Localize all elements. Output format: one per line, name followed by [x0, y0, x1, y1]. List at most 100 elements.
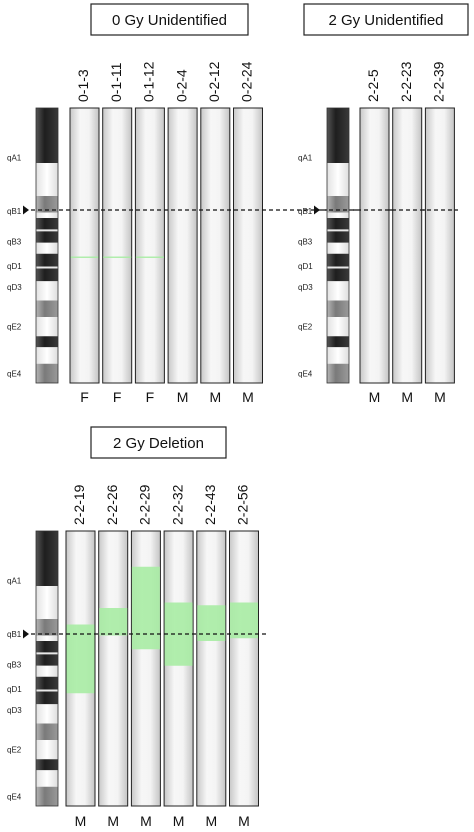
panel-title-box [303, 3, 469, 36]
ideogram-band [327, 317, 349, 337]
panel-title: 0 Gy Unidentified [112, 12, 227, 29]
marker-arrow-icon [314, 205, 320, 215]
band-label: qA1 [298, 154, 313, 163]
chromosome-column: 2-2-43 M [196, 484, 227, 829]
sex-label: M [107, 813, 119, 829]
ideogram: qA1 qB1 qB3 qD1 qD3 qE2 qE4 [7, 107, 458, 384]
ideogram-outline [35, 107, 59, 384]
ideogram-band [327, 108, 349, 163]
band-label: qE4 [7, 792, 22, 801]
ideogram-band [36, 665, 58, 677]
column-bar [359, 107, 390, 384]
ideogram-band [36, 786, 58, 806]
deletion-region [131, 566, 160, 650]
column-id-label: 2-2-39 [431, 61, 447, 102]
chromosome-column: 0-1-11 F [102, 62, 133, 405]
band-label: qB3 [7, 660, 22, 669]
ideogram-band [36, 619, 58, 636]
ideogram-band [327, 196, 349, 213]
band-label: qD3 [7, 706, 22, 715]
column-bar [229, 530, 259, 807]
ideogram-band [36, 770, 58, 787]
chromosome-column: 2-2-39 M [424, 61, 455, 405]
ideogram-band [36, 531, 58, 586]
panel-2gy-deletion: 2 Gy Deletion 2-2-19M2-2-26M2-2-29M2-2-3… [7, 426, 266, 829]
ideogram-band [36, 212, 58, 218]
panel-title-box [90, 3, 249, 36]
chromosome-column: 2-2-19 M [65, 484, 96, 829]
sex-label: F [80, 389, 89, 405]
sex-label: M [173, 813, 185, 829]
column-bar [98, 530, 129, 807]
sex-label: M [369, 389, 381, 405]
ideogram-band [327, 242, 349, 254]
panel-columns: 2-2-19M2-2-26M2-2-29M2-2-32M2-2-43M2-2-5… [65, 484, 259, 829]
column-bar [134, 107, 165, 384]
ideogram-outline [326, 107, 350, 384]
panel-title-box [90, 426, 227, 459]
chromosome-column: 0-2-12 M [200, 61, 231, 405]
band-label: qE2 [298, 323, 313, 332]
ideogram-band [36, 704, 58, 724]
band-label: qD1 [7, 685, 22, 694]
ideogram-band [36, 586, 58, 619]
column-id-label: 2-2-29 [137, 484, 153, 525]
panel-2gy-unidentified: 2 Gy Unidentified 2-2-5 M 2-2-23 M 2-2-39 M q… [298, 3, 469, 405]
band-label: qE4 [7, 369, 22, 378]
ideogram-band [327, 212, 349, 218]
column-bar [69, 107, 100, 384]
deletion-region [197, 605, 226, 641]
chromosome-column: 0-2-24 M [233, 61, 263, 405]
deletion-region [135, 256, 164, 258]
ideogram-band [327, 229, 349, 232]
ideogram-band [327, 163, 349, 196]
panel-columns: 0-1-3 F 0-1-11 F 0-1-12 F 0-2-4 M 0-2-12 M 0-2-24 M [69, 61, 263, 405]
ideogram-band [327, 300, 349, 317]
column-id-label: 2-2-32 [169, 484, 185, 525]
ideogram-band [36, 266, 58, 269]
panel-title: 2 Gy Unidentified [328, 12, 443, 29]
sex-label: M [140, 813, 152, 829]
band-label: qD3 [298, 283, 313, 292]
column-id-label: 0-1-11 [108, 62, 124, 102]
band-label: qD3 [7, 283, 22, 292]
sex-label: M [401, 389, 413, 405]
chromosome-column: 0-1-3 F [69, 69, 100, 405]
band-label: qB3 [7, 237, 22, 246]
column-id-label: 2-2-23 [398, 61, 414, 102]
ideogram-band [36, 723, 58, 740]
ideogram-band [36, 317, 58, 337]
sex-label: M [75, 813, 87, 829]
panel-0gy-unidentified: 0 Gy Unidentified 0-1-3F0-1-11F0-1-12F0-… [7, 3, 458, 405]
chromosome-column: 2-2-32 M [163, 484, 194, 829]
panel-title: 2 Gy Deletion [113, 435, 204, 452]
deletion-region [103, 256, 132, 258]
ideogram-band [36, 347, 58, 364]
deletion-region [70, 256, 99, 258]
ideogram-band [327, 363, 349, 383]
chromosome-column: 2-2-26 M [98, 484, 129, 829]
column-id-label: 2-2-26 [104, 484, 120, 525]
column-bar [196, 530, 227, 807]
band-label: qE2 [7, 746, 22, 755]
ideogram-band [36, 242, 58, 254]
ideogram-band [36, 281, 58, 301]
ideogram-band [36, 229, 58, 232]
sex-label: M [242, 389, 254, 405]
ideogram-band [36, 163, 58, 196]
marker-arrow-icon [23, 629, 29, 639]
chromosome-column: 2-2-23 M [392, 61, 423, 405]
panel-columns: 2-2-5 M 2-2-23 M 2-2-39 M [359, 61, 455, 405]
ideogram-band [327, 281, 349, 301]
ideogram-band [36, 635, 58, 641]
ideogram-band [36, 108, 58, 163]
band-label: qD1 [7, 262, 22, 271]
sex-label: F [146, 389, 155, 405]
band-label: qA1 [7, 577, 22, 586]
ideogram-band [36, 689, 58, 692]
ideogram: qA1 qB1 qB3 qD1 qD3 qE2 qE4 [298, 107, 458, 384]
column-bar [392, 107, 423, 384]
column-id-label: 0-2-12 [206, 61, 222, 102]
column-bar [233, 107, 263, 384]
